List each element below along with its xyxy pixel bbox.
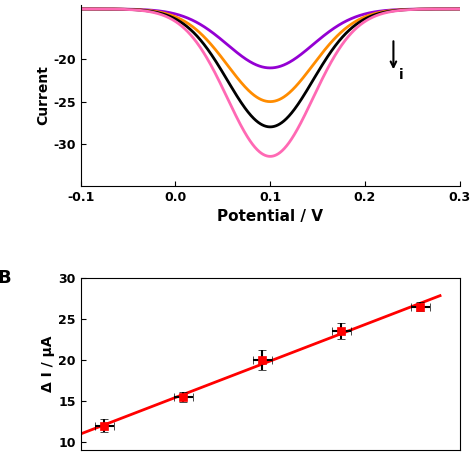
Text: B: B <box>0 269 11 287</box>
Y-axis label: Δ I / μA: Δ I / μA <box>41 336 55 392</box>
Text: i: i <box>399 68 404 82</box>
Y-axis label: Current: Current <box>36 65 50 125</box>
X-axis label: Potential / V: Potential / V <box>217 210 323 224</box>
